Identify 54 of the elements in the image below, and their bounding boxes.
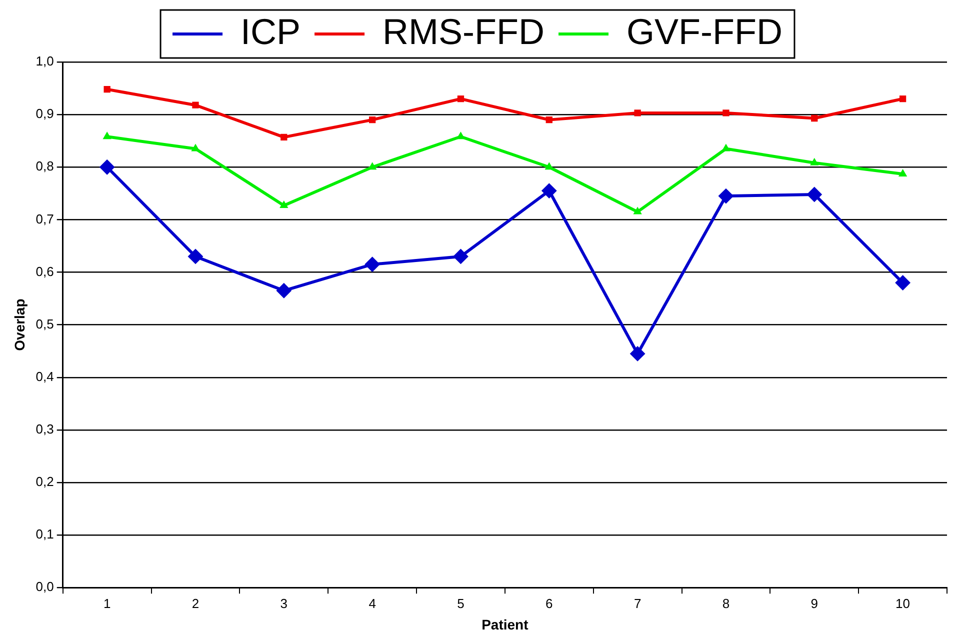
y-axis-title: Overlap [11, 298, 28, 351]
point [453, 248, 468, 264]
point [895, 275, 910, 290]
x-tick-label: 3 [280, 596, 288, 611]
point [634, 110, 641, 116]
y-tick-label: 0,2 [36, 474, 54, 490]
legend-label: ICP [240, 10, 301, 52]
point [899, 95, 906, 102]
x-tick-label: 2 [192, 596, 200, 611]
point [542, 183, 557, 198]
point [718, 188, 734, 204]
point [806, 186, 822, 202]
x-tick-label: 8 [722, 596, 730, 611]
point [368, 116, 376, 124]
point [810, 158, 818, 166]
point [192, 144, 200, 152]
y-tick-label: 0,7 [36, 211, 54, 226]
point [192, 102, 199, 108]
point [364, 256, 380, 272]
point [546, 116, 552, 124]
point [280, 134, 288, 140]
legend-label: RMS-FFD [382, 10, 545, 52]
point [456, 132, 465, 140]
legend-label: GVF-FFD [626, 10, 782, 52]
point [811, 114, 818, 122]
y-tick-label: 0,9 [36, 106, 54, 122]
x-axis-title: Patient [482, 616, 529, 632]
x-tick-label: 7 [634, 596, 642, 611]
y-tick-label: 0,8 [36, 158, 54, 174]
x-tick-label: 4 [368, 596, 376, 611]
x-tick-label: 10 [896, 596, 910, 611]
y-tick-label: 0,6 [36, 264, 54, 279]
x-tick-label: 1 [103, 596, 111, 611]
x-tick-label: 6 [546, 596, 553, 611]
point [722, 110, 730, 116]
y-tick-label: 0,3 [36, 422, 54, 436]
point [276, 283, 292, 298]
point [722, 144, 730, 152]
point [630, 346, 646, 362]
y-tick-label: 0,1 [36, 526, 54, 542]
x-tick-label: 9 [810, 596, 818, 611]
y-tick-label: 1,0 [36, 54, 54, 69]
point [898, 169, 907, 176]
point [100, 160, 115, 175]
point [103, 132, 112, 140]
point [634, 207, 642, 214]
point [188, 248, 203, 264]
x-tick-label: 5 [457, 596, 464, 611]
y-tick-label: 0,0 [36, 579, 54, 594]
point [280, 200, 288, 208]
point [457, 95, 464, 102]
y-tick-label: 0,5 [36, 316, 54, 332]
point [104, 86, 110, 93]
y-tick-label: 0,4 [36, 368, 54, 384]
